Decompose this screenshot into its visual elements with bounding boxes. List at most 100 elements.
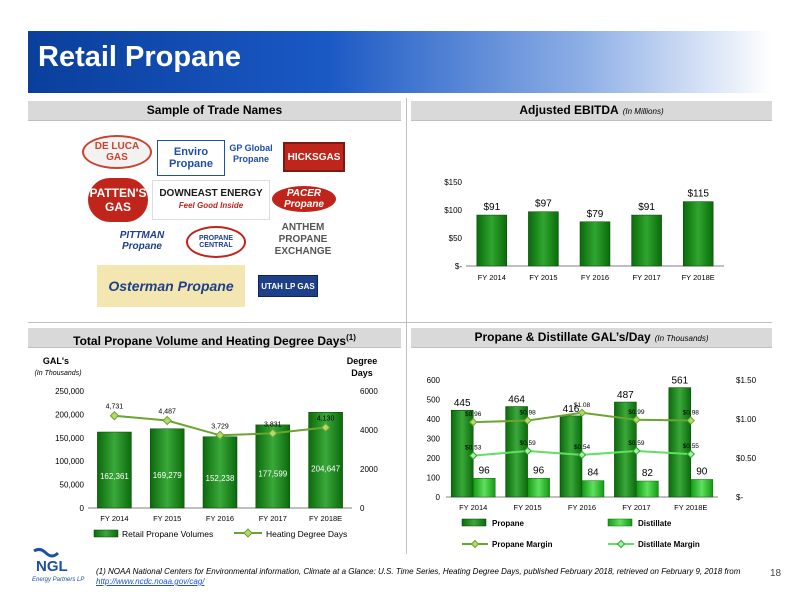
distillate-value-label: 96 <box>533 465 545 476</box>
legend-label: Retail Propane Volumes <box>122 529 213 539</box>
footnote-text: (1) NOAA National Centers for Environmen… <box>96 567 741 576</box>
logo-osterman-propane: Osterman Propane <box>97 265 245 307</box>
logo-pittman-propane: PITTMAN Propane <box>104 230 180 252</box>
right-tick-label: 4000 <box>360 426 378 435</box>
right-tick-label: 2000 <box>360 465 378 474</box>
right-tick-label: 6000 <box>360 387 378 396</box>
bar <box>202 436 238 509</box>
logo-downeast-energy-text: DOWNEAST ENERGY <box>159 188 263 199</box>
legend-label: Propane <box>492 519 525 528</box>
y-axis-label-left-sub: (In Thousands) <box>34 370 81 377</box>
footnote: (1) NOAA National Centers for Environmen… <box>96 567 756 587</box>
y-tick-label: $150 <box>444 178 462 187</box>
bar-value-label: 152,238 <box>206 474 235 483</box>
y-axis-label-left: GAL's <box>43 356 69 366</box>
x-tick-label: FY 2015 <box>513 503 541 512</box>
gals-chart: 0 100 200 300 400 500 600 $- $0.50 $1.00 $1.50 445 9… <box>427 376 757 549</box>
ebitda-chart: $- $50 $100 $150 $91 FY 2014 $97 FY 2015 $79 FY 2… <box>444 178 724 282</box>
line-marker <box>320 422 331 433</box>
distillate-value-label: 84 <box>587 468 599 479</box>
legend-label: Heating Degree Days <box>266 529 347 539</box>
bar-propane <box>668 387 692 498</box>
line-value-label: 3,831 <box>264 421 282 428</box>
right-tick-label: $1.00 <box>736 415 757 424</box>
volume-title: Total Propane Volume and Heating Degree … <box>73 334 347 348</box>
line-marker <box>162 415 172 426</box>
logo-de-luca-gas-text: DE LUCA GAS <box>94 141 140 163</box>
left-tick-label: 200 <box>427 454 441 463</box>
left-tick-label: 400 <box>427 415 441 424</box>
x-tick-label: FY 2018E <box>674 503 707 512</box>
gals-subtitle: (In Thousands) <box>654 334 709 343</box>
left-tick-label: 150,000 <box>55 434 84 443</box>
bar <box>579 221 611 267</box>
trade-names-title: Sample of Trade Names <box>146 103 283 117</box>
y-axis-label-right: Degree <box>347 356 378 366</box>
x-tick-label: FY 2017 <box>259 514 287 523</box>
left-tick-label: 300 <box>427 435 441 444</box>
data-label: $97 <box>535 199 552 210</box>
gals-header: Propane & Distillate GAL’s/Day (In Thousa… <box>411 328 772 348</box>
distillate-value-label: 82 <box>642 468 654 479</box>
logo-anthem-text: ANTHEM PROPANE EXCHANGE <box>274 222 332 257</box>
propane-value-label: 445 <box>454 398 471 409</box>
legend-label: Distillate <box>638 519 672 528</box>
logo-pacer-propane: PACER Propane <box>272 186 336 212</box>
propane-margin-label: $0.98 <box>519 410 536 417</box>
bar-distillate <box>581 480 605 498</box>
left-tick-label: 50,000 <box>60 481 85 490</box>
propane-margin-marker <box>523 416 532 425</box>
bar <box>528 211 559 267</box>
propane-margin-marker <box>468 417 478 427</box>
propane-value-label: 464 <box>508 395 525 406</box>
distillate-value-label: 96 <box>479 465 491 476</box>
bar-distillate <box>527 478 550 498</box>
horizontal-divider <box>28 322 772 323</box>
bar-value-label: 177,599 <box>258 469 287 478</box>
distillate-margin-label: $0.55 <box>683 443 700 450</box>
left-tick-label: 600 <box>427 376 441 385</box>
left-tick-label: 100,000 <box>55 457 84 466</box>
ngl-logo: NGL Energy Partners LP <box>30 545 92 585</box>
vertical-divider <box>406 98 407 554</box>
distillate-margin-marker <box>686 449 696 459</box>
y-axis-label-right: Days <box>351 368 373 378</box>
legend-swatch-distillate <box>607 518 633 527</box>
logo-propane-central-text: PROPANE CENTRAL <box>198 235 234 249</box>
distillate-margin-label: $0.59 <box>519 440 536 447</box>
bar <box>149 428 185 509</box>
line-value-label: 4,731 <box>106 404 124 411</box>
logo-pattens-gas: PATTEN'S GAS <box>88 178 148 222</box>
distillate-margin-marker <box>632 446 641 456</box>
left-tick-label: 200,000 <box>55 410 84 419</box>
y-tick-label: $- <box>455 262 462 271</box>
logo-downeast-tagline: Feel Good Inside <box>178 201 244 210</box>
bar-distillate <box>472 478 496 498</box>
logo-enviro-propane: Enviro Propane <box>157 140 225 176</box>
distillate-value-label: 90 <box>696 466 708 477</box>
right-tick-label: $0.50 <box>736 454 757 463</box>
logo-de-luca-gas: DE LUCA GAS <box>82 135 152 169</box>
x-tick-label: FY 2015 <box>153 514 181 523</box>
data-label: $79 <box>587 209 604 220</box>
propane-margin-marker <box>577 408 587 417</box>
title-banner: Retail Propane <box>28 31 772 93</box>
bar-propane <box>450 409 474 498</box>
propane-margin-marker <box>686 416 696 425</box>
volume-footnote-ref: (1) <box>346 333 356 342</box>
propane-margin-label: $0.98 <box>683 410 700 417</box>
ngl-logo-text: NGL <box>36 558 68 575</box>
logo-pacer-propane-text: PACER Propane <box>283 188 324 210</box>
line-value-label: 4,487 <box>158 409 176 416</box>
legend-marker-propane-margin <box>470 539 480 549</box>
line-value-label: 4,130 <box>317 415 335 422</box>
right-tick-label: 0 <box>360 504 365 513</box>
bar-distillate <box>636 480 659 498</box>
legend-marker-distillate-margin <box>616 539 626 549</box>
right-tick-label: $- <box>736 493 743 502</box>
bar-value-label: 169,279 <box>153 471 182 480</box>
footnote-link[interactable]: http://www.ncdc.noaa.gov/cag/ <box>96 577 205 586</box>
x-tick-label: FY 2016 <box>568 503 596 512</box>
propane-value-label: 561 <box>671 376 688 387</box>
y-tick-label: $50 <box>449 234 463 243</box>
